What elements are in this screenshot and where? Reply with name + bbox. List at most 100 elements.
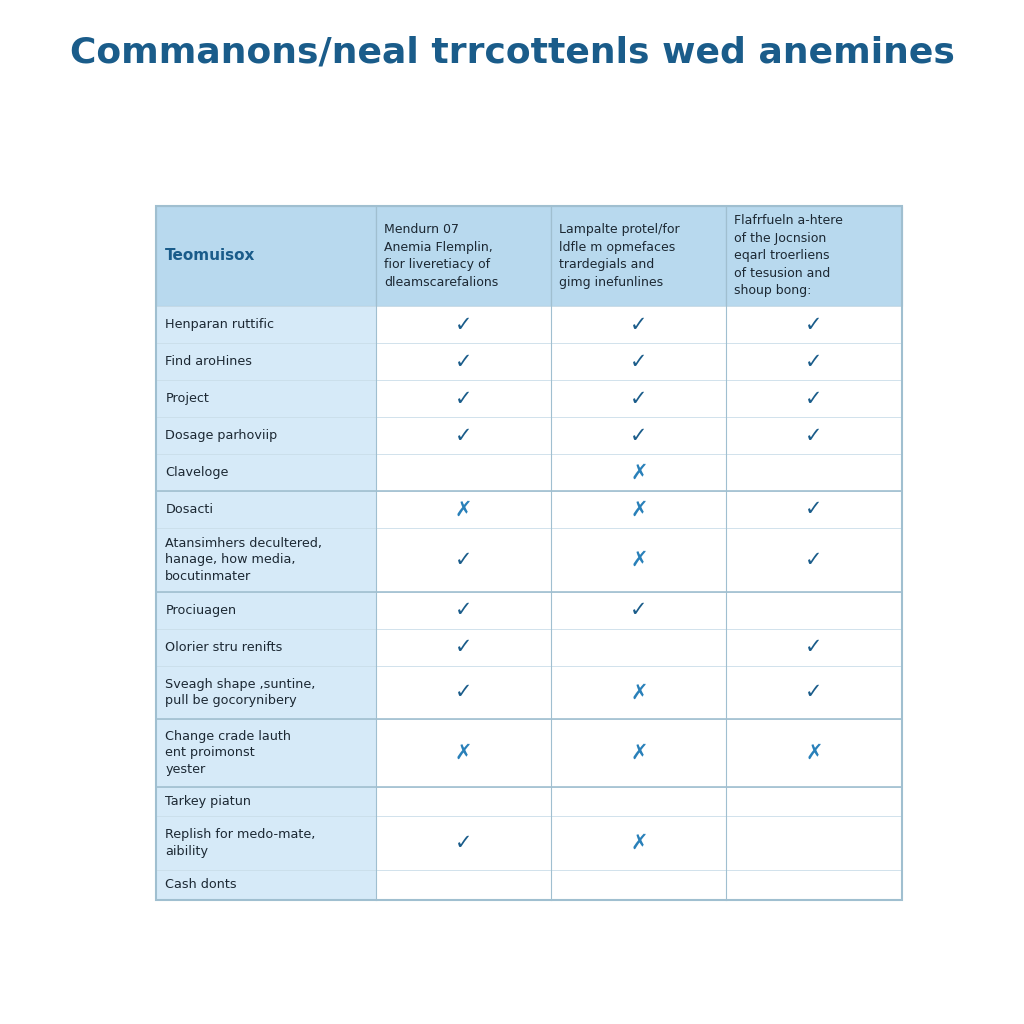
Text: Project: Project [165,392,209,406]
Bar [726,454,902,490]
Bar [726,719,902,786]
Text: ✓: ✓ [805,637,823,657]
Bar [156,417,376,454]
Bar [726,592,902,629]
Bar [376,719,551,786]
Bar [551,454,726,490]
Text: ✗: ✗ [630,500,647,519]
Bar [726,528,902,592]
Bar [376,343,551,380]
Text: ✓: ✓ [630,351,647,372]
Text: ✓: ✓ [455,389,472,409]
Bar [376,786,551,816]
Bar [726,786,902,816]
Text: ✓: ✓ [805,389,823,409]
Text: ✓: ✓ [805,682,823,702]
Text: Claveloge: Claveloge [165,466,228,479]
Bar [551,869,726,899]
Bar [376,528,551,592]
Bar [551,719,726,786]
Bar [156,592,376,629]
Text: Find aroHines: Find aroHines [165,355,252,369]
Bar [156,306,376,343]
Text: ✓: ✓ [805,426,823,445]
Text: ✗: ✗ [805,742,823,763]
Bar [376,816,551,869]
Bar [726,816,902,869]
Bar [376,417,551,454]
Bar [156,490,376,528]
Text: Change crade lauth
ent proimonst
yester: Change crade lauth ent proimonst yester [165,730,291,776]
Bar [551,816,726,869]
Text: Teomuisox: Teomuisox [165,249,256,263]
Text: ✓: ✓ [805,500,823,519]
Bar [551,490,726,528]
Text: ✗: ✗ [630,742,647,763]
Bar [726,629,902,666]
Bar [551,786,726,816]
Bar [156,528,376,592]
Text: Tarkey piatun: Tarkey piatun [165,795,251,808]
Bar [726,869,902,899]
Text: ✗: ✗ [455,500,472,519]
Bar [551,306,726,343]
Bar [726,206,902,306]
Bar [376,629,551,666]
Bar [551,666,726,719]
Bar [156,816,376,869]
Bar [376,592,551,629]
Text: Commanons/neal trrcottenls wed anemines: Commanons/neal trrcottenls wed anemines [70,36,954,70]
Text: ✓: ✓ [455,314,472,335]
Text: ✓: ✓ [805,351,823,372]
Bar [156,629,376,666]
Text: Atansimhers decultered,
hanage, how media,
bocutinmater: Atansimhers decultered, hanage, how medi… [165,537,323,583]
Bar [156,719,376,786]
Text: ✓: ✓ [455,351,472,372]
Bar [551,592,726,629]
Bar [726,380,902,417]
Text: ✗: ✗ [630,682,647,702]
Text: Replish for medo-mate,
aibility: Replish for medo-mate, aibility [165,828,315,858]
Text: ✓: ✓ [630,389,647,409]
Bar [156,869,376,899]
Bar [156,786,376,816]
Text: Sveagh shape ,suntine,
pull be gocorynibery: Sveagh shape ,suntine, pull be gocorynib… [165,678,315,708]
Bar [551,417,726,454]
Bar [376,666,551,719]
Text: ✗: ✗ [630,550,647,570]
Bar [376,869,551,899]
Text: Henparan ruttific: Henparan ruttific [165,318,274,331]
Bar [726,666,902,719]
Text: ✗: ✗ [630,463,647,482]
Bar [551,206,726,306]
Bar [156,343,376,380]
Text: Prociuagen: Prociuagen [165,604,237,616]
Bar [156,666,376,719]
Text: Cash donts: Cash donts [165,879,237,891]
Text: Flafrfueln a-htere
of the Jocnsion
eqarl troerliens
of tesusion and
shoup bong:: Flafrfueln a-htere of the Jocnsion eqarl… [734,214,844,298]
Bar [376,490,551,528]
Text: ✓: ✓ [630,314,647,335]
Bar [726,417,902,454]
Bar [726,490,902,528]
Bar [156,206,902,899]
Bar [726,306,902,343]
Text: ✓: ✓ [630,426,647,445]
Text: Dosacti: Dosacti [165,503,213,516]
Bar [726,343,902,380]
Bar [551,380,726,417]
Bar [551,629,726,666]
Text: Dosage parhoviip: Dosage parhoviip [165,429,278,442]
Bar [376,306,551,343]
Bar [376,380,551,417]
Bar [376,454,551,490]
Bar [551,528,726,592]
Text: ✓: ✓ [455,682,472,702]
Text: Mendurn 07
Anemia Flemplin,
fior liveretiacy of
dleamscarefalions: Mendurn 07 Anemia Flemplin, fior liveret… [384,223,498,289]
Text: Olorier stru renifts: Olorier stru renifts [165,641,283,653]
Bar [156,206,376,306]
Text: ✓: ✓ [455,426,472,445]
Text: Lampalte protel/for
ldfle m opmefaces
trardegials and
gimg inefunlines: Lampalte protel/for ldfle m opmefaces tr… [559,223,680,289]
Text: ✓: ✓ [630,600,647,621]
Text: ✓: ✓ [455,834,472,853]
